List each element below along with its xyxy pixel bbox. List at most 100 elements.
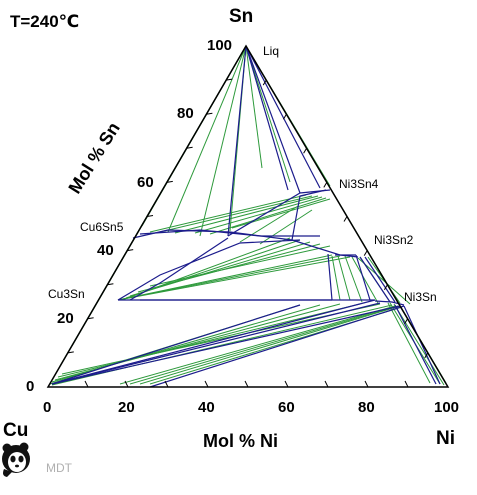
tick-left-6 bbox=[166, 180, 173, 183]
tick-right-2 bbox=[404, 318, 409, 325]
tie-line-45 bbox=[139, 305, 401, 385]
tick-right-8 bbox=[282, 113, 287, 120]
phase-label-cu3sn: Cu3Sn bbox=[48, 287, 85, 301]
tick-bottom-2 bbox=[124, 380, 129, 388]
tie-line-22 bbox=[129, 241, 311, 297]
tie-line-24 bbox=[149, 245, 331, 287]
left-tick-40: 40 bbox=[97, 242, 114, 259]
tie-line-25 bbox=[239, 205, 299, 243]
tick-bottom-5 bbox=[244, 380, 249, 388]
tick-bottom-6 bbox=[284, 380, 289, 388]
tie-line-44 bbox=[129, 305, 399, 385]
phase-label-liq: Liq bbox=[263, 44, 279, 58]
tie-line-47 bbox=[387, 302, 431, 384]
tie-line-49 bbox=[393, 303, 445, 386]
bottom-tick-40: 40 bbox=[198, 399, 215, 416]
tie-line-17 bbox=[194, 196, 323, 234]
phase-boundary-2 bbox=[227, 45, 247, 237]
tie-line-50 bbox=[357, 257, 411, 305]
phase-boundary-16 bbox=[364, 256, 396, 303]
bottom-tick-80: 80 bbox=[358, 399, 375, 416]
tick-left-1 bbox=[67, 351, 74, 354]
tie-line-7 bbox=[167, 45, 247, 233]
phase-boundary-13 bbox=[355, 254, 371, 301]
tick-right-7 bbox=[303, 148, 308, 154]
phase-boundary-19 bbox=[51, 302, 381, 385]
phase-boundary-9 bbox=[117, 239, 301, 301]
tie-line-26 bbox=[259, 209, 313, 245]
tick-left-3 bbox=[107, 283, 114, 286]
left-tick-100: 100 bbox=[207, 37, 232, 54]
phase-label-ni3sn: Ni3Sn bbox=[404, 290, 437, 304]
bottom-tick-0: 0 bbox=[43, 399, 51, 416]
tick-bottom-8 bbox=[364, 380, 369, 388]
bottom-axis-title: Mol % Ni bbox=[203, 431, 278, 451]
tie-line-40 bbox=[57, 303, 361, 378]
phase-boundary-23 bbox=[403, 305, 441, 385]
corner-label-ni: Ni bbox=[436, 428, 455, 449]
tick-bottom-3 bbox=[164, 380, 169, 388]
tick-right-1 bbox=[424, 352, 429, 359]
tie-line-15 bbox=[159, 195, 313, 233]
tick-left-7 bbox=[186, 146, 193, 149]
tick-left-5 bbox=[146, 215, 154, 217]
tie-line-43 bbox=[119, 305, 396, 385]
phase-boundary-5 bbox=[139, 229, 320, 237]
tie-lines bbox=[49, 45, 447, 386]
tie-line-14 bbox=[149, 194, 307, 233]
tick-left-8 bbox=[206, 112, 213, 115]
tick-right-5 bbox=[343, 216, 348, 222]
panda-logo-icon bbox=[2, 442, 30, 477]
tick-bottom-4 bbox=[204, 380, 209, 388]
tie-line-10 bbox=[245, 45, 263, 169]
bottom-tick-20: 20 bbox=[118, 399, 135, 416]
bottom-tick-60: 60 bbox=[278, 399, 295, 416]
tie-line-8 bbox=[199, 45, 247, 237]
bottom-tick-100: 100 bbox=[434, 399, 459, 416]
tie-line-31 bbox=[331, 255, 341, 301]
tick-right-6 bbox=[323, 182, 328, 188]
tie-line-34 bbox=[351, 256, 379, 304]
corner-label-sn: Sn bbox=[229, 6, 253, 27]
tick-right-9 bbox=[262, 79, 267, 86]
phase-boundary-21 bbox=[51, 299, 376, 385]
tick-left-9 bbox=[226, 78, 233, 81]
phase-label-ni3sn4: Ni3Sn4 bbox=[339, 177, 379, 191]
temperature-label: T=240℃ bbox=[10, 12, 79, 31]
phase-boundary-8 bbox=[129, 237, 229, 301]
tie-line-33 bbox=[344, 255, 363, 303]
left-tick-20: 20 bbox=[57, 310, 74, 327]
phase-boundary-7 bbox=[291, 189, 327, 241]
phase-boundary-0 bbox=[245, 45, 289, 191]
phase-boundary-22 bbox=[149, 305, 405, 388]
tick-right-4 bbox=[363, 250, 368, 256]
tie-line-29 bbox=[117, 256, 351, 301]
phase-boundary-24 bbox=[394, 304, 437, 385]
phase-boundaries bbox=[51, 45, 441, 388]
left-tick-60: 60 bbox=[137, 174, 154, 191]
phase-boundary-20 bbox=[51, 304, 301, 385]
phase-boundary-3 bbox=[245, 45, 301, 194]
watermark-text: MDT bbox=[46, 461, 73, 475]
tie-line-32 bbox=[337, 255, 351, 301]
phase-label-cu6sn5: Cu6Sn5 bbox=[80, 220, 124, 234]
tick-bottom-9 bbox=[404, 380, 409, 388]
phase-boundary-11 bbox=[327, 253, 333, 301]
tie-line-39 bbox=[54, 303, 341, 381]
left-tick-0: 0 bbox=[26, 378, 34, 395]
phase-boundary-15 bbox=[359, 256, 391, 303]
phase-boundary-14 bbox=[374, 300, 405, 306]
left-axis-title: Mol % Sn bbox=[64, 119, 123, 197]
corner-label-cu: Cu bbox=[3, 420, 28, 441]
tick-marks bbox=[67, 78, 429, 388]
phase-boundary-1 bbox=[245, 45, 321, 189]
phase-label-ni3sn2: Ni3Sn2 bbox=[374, 233, 414, 247]
tick-bottom-1 bbox=[84, 380, 89, 388]
phase-boundary-18 bbox=[51, 305, 401, 385]
tick-left-4 bbox=[127, 249, 134, 252]
left-tick-80: 80 bbox=[177, 105, 194, 122]
tick-right-3 bbox=[383, 284, 388, 290]
tie-line-11 bbox=[245, 45, 291, 183]
tie-line-16 bbox=[174, 195, 319, 234]
